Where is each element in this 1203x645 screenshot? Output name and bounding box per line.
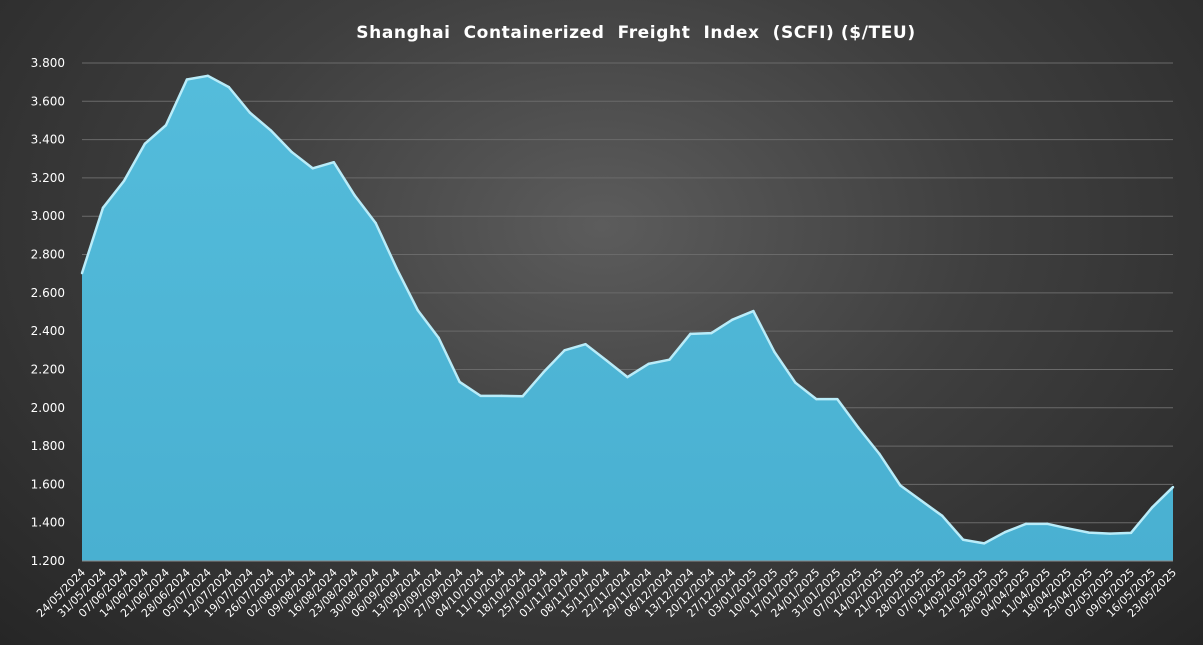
- data-point: [500, 394, 503, 398]
- data-point: [815, 397, 818, 401]
- data-point: [80, 271, 84, 275]
- data-point: [563, 349, 566, 352]
- data-point: [773, 350, 776, 354]
- data-point: [479, 394, 482, 398]
- data-point: [1024, 522, 1028, 526]
- y-tick-label: 2.400: [31, 324, 65, 338]
- data-point: [605, 359, 608, 362]
- data-point: [416, 308, 419, 312]
- y-tick-label: 3.200: [31, 171, 65, 185]
- data-point: [878, 452, 881, 455]
- data-point: [626, 375, 629, 379]
- y-tick-label: 1.600: [31, 477, 65, 491]
- y-tick-label: 3.800: [31, 56, 65, 70]
- data-point: [248, 111, 252, 114]
- data-point: [458, 380, 461, 384]
- data-point: [857, 426, 860, 429]
- data-point: [1003, 530, 1007, 534]
- y-tick-label: 1.800: [31, 439, 65, 453]
- data-point: [311, 167, 314, 170]
- data-point: [164, 124, 168, 127]
- data-point: [836, 397, 839, 401]
- data-point: [1129, 531, 1133, 535]
- data-point: [941, 514, 944, 517]
- y-tick-label: 2.800: [31, 248, 65, 262]
- data-point: [668, 358, 671, 361]
- data-point: [374, 221, 377, 225]
- y-tick-label: 1.200: [31, 554, 65, 568]
- y-tick-label: 2.200: [31, 362, 65, 376]
- data-point: [1171, 485, 1175, 489]
- data-point: [899, 484, 902, 487]
- chart-title: Shanghai Containerized Freight Index (SC…: [356, 23, 915, 43]
- y-tick-label: 1.400: [31, 516, 65, 530]
- data-point: [1150, 506, 1154, 509]
- data-point: [647, 362, 650, 366]
- data-point: [206, 74, 210, 78]
- data-point: [1108, 532, 1112, 535]
- data-point: [794, 381, 797, 384]
- y-tick-label: 3.400: [31, 133, 65, 147]
- area-series: [80, 74, 1175, 561]
- data-point: [332, 161, 335, 164]
- y-tick-label: 2.000: [31, 401, 65, 415]
- data-point: [961, 538, 965, 541]
- data-point: [1045, 522, 1049, 526]
- data-point: [752, 309, 755, 313]
- data-point: [101, 206, 105, 209]
- data-point: [185, 78, 189, 81]
- data-point: [1087, 531, 1091, 534]
- data-point: [395, 267, 398, 270]
- data-point: [920, 499, 923, 502]
- data-point: [710, 331, 713, 335]
- data-point: [1066, 527, 1070, 530]
- data-point: [143, 142, 147, 145]
- series-area-fill: [82, 75, 1173, 561]
- data-point: [731, 318, 734, 321]
- data-point: [689, 332, 692, 336]
- data-point: [353, 194, 356, 197]
- y-tick-label: 3.600: [31, 94, 65, 108]
- data-point: [437, 336, 440, 340]
- data-point: [269, 129, 273, 132]
- data-point: [542, 370, 545, 374]
- data-point: [584, 342, 587, 346]
- y-axis: 1.200 1.400 1.600 1.800 2.000 2.200 2.400 2.600…: [31, 56, 65, 568]
- y-tick-label: 2.600: [31, 286, 65, 300]
- y-tick-label: 3.000: [31, 209, 65, 223]
- data-point: [122, 179, 126, 183]
- data-point: [521, 395, 524, 398]
- data-point: [982, 542, 986, 545]
- x-axis: 24/05/202431/05/202407/06/202414/06/2024…: [34, 560, 1179, 620]
- data-point: [290, 150, 294, 154]
- data-point: [227, 85, 231, 89]
